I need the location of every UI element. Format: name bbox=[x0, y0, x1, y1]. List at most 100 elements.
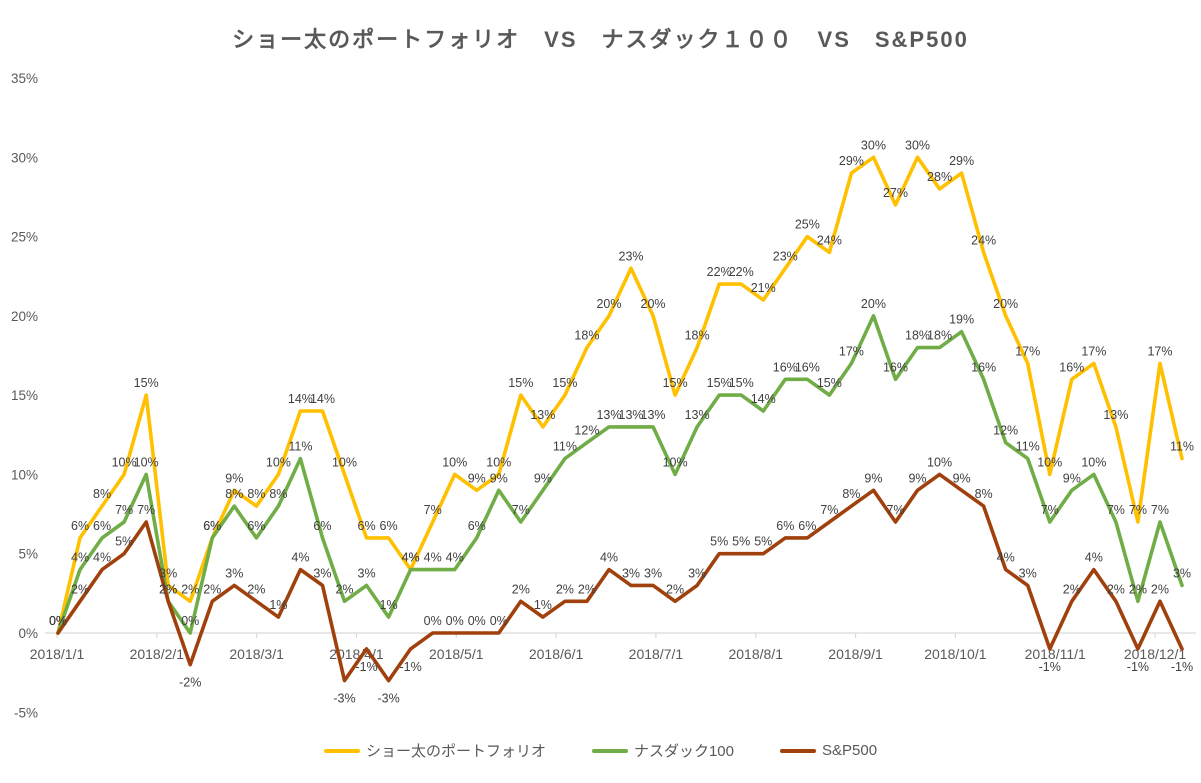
data-point-label: 6% bbox=[798, 519, 816, 533]
data-point-label: 30% bbox=[905, 138, 930, 152]
data-point-label: 1% bbox=[380, 598, 398, 612]
data-point-label: 1% bbox=[269, 598, 287, 612]
data-point-label: 18% bbox=[927, 329, 952, 343]
data-point-label: 15% bbox=[552, 376, 577, 390]
data-point-label: 15% bbox=[663, 376, 688, 390]
data-point-label: 11% bbox=[553, 440, 577, 454]
data-point-label: 5% bbox=[754, 535, 772, 549]
data-point-label: 2% bbox=[159, 582, 177, 596]
x-axis-month-label: 2018/5/1 bbox=[429, 646, 484, 662]
data-point-label: 10% bbox=[112, 455, 137, 469]
data-point-label: 0% bbox=[49, 614, 67, 628]
data-point-label: 21% bbox=[751, 281, 776, 295]
data-point-label: 2% bbox=[666, 582, 684, 596]
series-line-2 bbox=[56, 472, 1184, 683]
data-point-label: -3% bbox=[377, 692, 399, 706]
x-axis-month-label: 2018/12/1 bbox=[1124, 646, 1186, 662]
data-point-label: 10% bbox=[663, 455, 688, 469]
data-point-label: 19% bbox=[949, 313, 974, 327]
data-point-label: 4% bbox=[446, 551, 464, 565]
data-point-label: 8% bbox=[93, 487, 111, 501]
data-point-label: 3% bbox=[622, 566, 640, 580]
legend-item-nasdaq100: ナスダック100 bbox=[591, 740, 734, 761]
data-point-label: 7% bbox=[1129, 503, 1147, 517]
data-point-label: 22% bbox=[707, 265, 732, 279]
data-point-label: 7% bbox=[1107, 503, 1125, 517]
data-point-label: 0% bbox=[490, 614, 508, 628]
x-axis-month-label: 2018/2/1 bbox=[130, 646, 185, 662]
data-point-label: 6% bbox=[203, 519, 221, 533]
data-point-label: 15% bbox=[134, 376, 159, 390]
data-point-label: -1% bbox=[1171, 660, 1193, 674]
data-point-label: 9% bbox=[953, 471, 971, 485]
data-point-label: 6% bbox=[313, 519, 331, 533]
data-point-label: 23% bbox=[773, 249, 798, 263]
data-point-label: 11% bbox=[1016, 440, 1040, 454]
legend-item-sp500: S&P500 bbox=[780, 742, 877, 759]
data-point-label: 18% bbox=[574, 329, 599, 343]
data-point-label: 5% bbox=[115, 535, 133, 549]
data-point-label: 4% bbox=[291, 551, 309, 565]
data-point-label: 2% bbox=[578, 582, 596, 596]
data-point-label: 14% bbox=[288, 392, 313, 406]
data-point-label: 1% bbox=[534, 598, 552, 612]
data-point-label: -1% bbox=[355, 660, 377, 674]
data-point-label: 27% bbox=[883, 186, 908, 200]
data-point-label: 3% bbox=[313, 566, 331, 580]
x-axis-month-label: 2018/6/1 bbox=[529, 646, 584, 662]
data-point-label: -1% bbox=[1039, 660, 1061, 674]
x-axis-month-label: 2018/10/1 bbox=[924, 646, 986, 662]
data-point-label: 3% bbox=[1173, 566, 1191, 580]
data-point-label: 24% bbox=[971, 233, 996, 247]
data-point-label: 8% bbox=[247, 487, 265, 501]
data-point-label: 11% bbox=[288, 440, 312, 454]
data-point-label: 4% bbox=[997, 551, 1015, 565]
data-point-label: 28% bbox=[927, 170, 952, 184]
data-point-label: 6% bbox=[71, 519, 89, 533]
data-point-label: 9% bbox=[864, 471, 882, 485]
data-point-label: 15% bbox=[817, 376, 842, 390]
data-point-label: 5% bbox=[710, 535, 728, 549]
data-point-label: 6% bbox=[380, 519, 398, 533]
data-point-label: 6% bbox=[468, 519, 486, 533]
data-point-label: 2% bbox=[181, 582, 199, 596]
data-point-label: -1% bbox=[1127, 660, 1149, 674]
data-point-label: 0% bbox=[424, 614, 442, 628]
data-point-label: 2% bbox=[1107, 582, 1125, 596]
data-point-label: 7% bbox=[1041, 503, 1059, 517]
data-point-label: 18% bbox=[905, 329, 930, 343]
data-point-label: 13% bbox=[596, 408, 621, 422]
series-line-1 bbox=[56, 314, 1184, 635]
data-point-label: 3% bbox=[225, 566, 243, 580]
data-point-label: -1% bbox=[400, 660, 422, 674]
x-axis-month-label: 2018/3/1 bbox=[229, 646, 284, 662]
data-point-label: 13% bbox=[619, 408, 644, 422]
data-point-label: 13% bbox=[1103, 408, 1128, 422]
data-point-label: 6% bbox=[203, 519, 221, 533]
data-point-label: 13% bbox=[641, 408, 666, 422]
data-point-label: 9% bbox=[225, 471, 243, 485]
data-point-label: 3% bbox=[1019, 566, 1037, 580]
data-point-label: 17% bbox=[1015, 344, 1040, 358]
data-point-label: 14% bbox=[751, 392, 776, 406]
data-point-label: 10% bbox=[332, 455, 357, 469]
data-point-label: 22% bbox=[729, 265, 754, 279]
y-axis-tick-label: 20% bbox=[11, 309, 38, 324]
x-axis-month-label: 2018/7/1 bbox=[629, 646, 684, 662]
data-point-label: 12% bbox=[993, 424, 1018, 438]
y-axis-tick-label: 10% bbox=[11, 467, 38, 482]
data-point-label: 2% bbox=[71, 582, 89, 596]
x-axis-month-label: 2018/4/1 bbox=[329, 646, 384, 662]
data-point-label: 12% bbox=[574, 424, 599, 438]
y-axis-tick-label: 5% bbox=[18, 547, 38, 562]
chart-title: ショー太のポートフォリオ VS ナスダック１００ VS S&P500 bbox=[232, 27, 969, 52]
data-point-label: 10% bbox=[266, 455, 291, 469]
data-point-label: 2% bbox=[159, 582, 177, 596]
data-point-label: 9% bbox=[908, 471, 926, 485]
x-axis-month-label: 2018/9/1 bbox=[828, 646, 883, 662]
data-point-label: 7% bbox=[512, 503, 530, 517]
data-point-label: 7% bbox=[820, 503, 838, 517]
data-point-label: 4% bbox=[93, 551, 111, 565]
series-line-0 bbox=[56, 155, 1184, 635]
